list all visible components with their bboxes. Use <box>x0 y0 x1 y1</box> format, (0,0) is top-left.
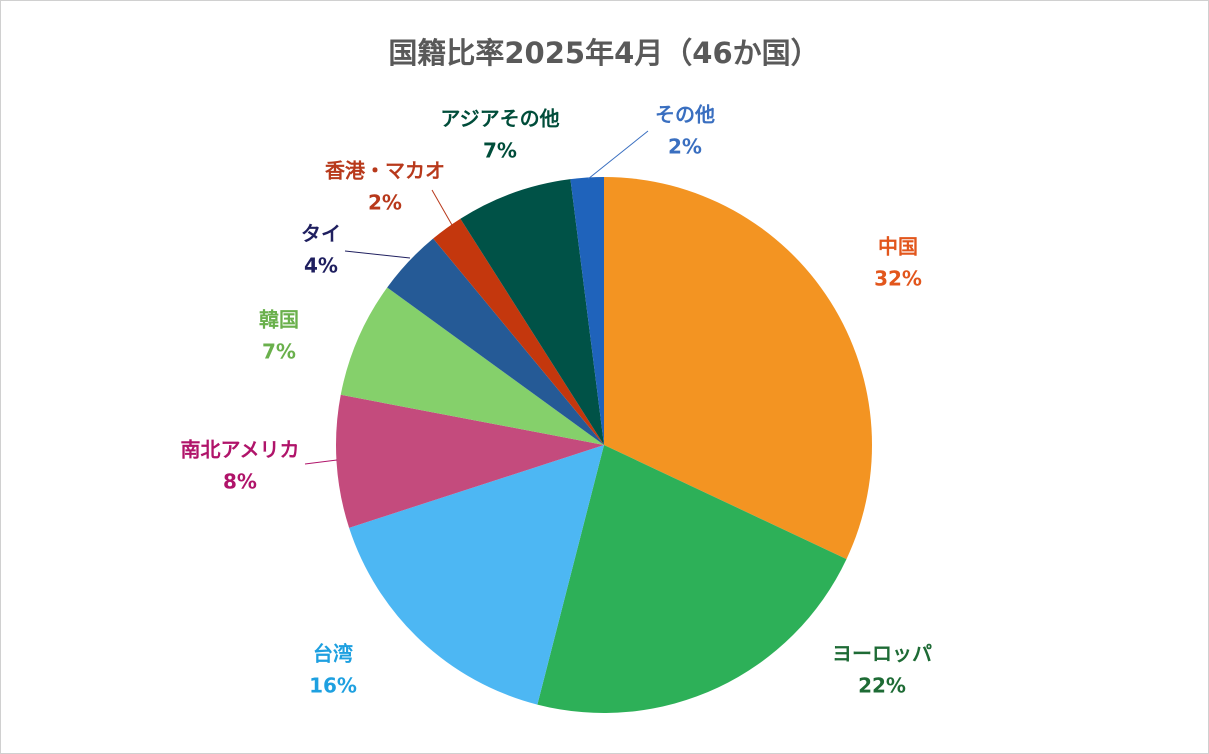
slice-label: 韓国 <box>259 308 299 332</box>
value-label: 2% <box>368 191 402 215</box>
pie-slice <box>570 177 604 445</box>
pie-slice <box>340 287 604 445</box>
pie-slice <box>349 445 604 705</box>
pie-slice <box>604 177 872 560</box>
value-label: 22% <box>858 674 906 698</box>
pie-slice <box>460 179 604 445</box>
slice-label: ヨーロッパ <box>832 642 932 666</box>
value-label: 2% <box>668 135 702 159</box>
pie-slice <box>335 394 604 528</box>
value-label: 7% <box>483 139 517 163</box>
slice-label: タイ <box>301 222 341 246</box>
pie-slice <box>537 445 847 713</box>
slice-label: 香港・マカオ <box>325 159 445 183</box>
leader-line <box>344 250 411 259</box>
leader-line <box>304 459 338 465</box>
slice-label: 台湾 <box>313 642 353 666</box>
leader-line <box>431 189 453 226</box>
leader-line <box>587 130 649 180</box>
value-label: 8% <box>223 470 257 494</box>
value-label: 16% <box>309 674 357 698</box>
slice-label: 南北アメリカ <box>181 438 300 462</box>
value-label: 32% <box>874 267 922 291</box>
slice-label: アジアその他 <box>440 107 559 131</box>
slice-label: その他 <box>655 103 715 127</box>
chart-title: 国籍比率2025年4月（46か国） <box>388 36 819 70</box>
pie-slice <box>387 238 604 445</box>
slice-label: 中国 <box>878 235 918 259</box>
value-label: 7% <box>262 340 296 364</box>
value-label: 4% <box>304 254 338 278</box>
pie-slice <box>433 218 604 445</box>
